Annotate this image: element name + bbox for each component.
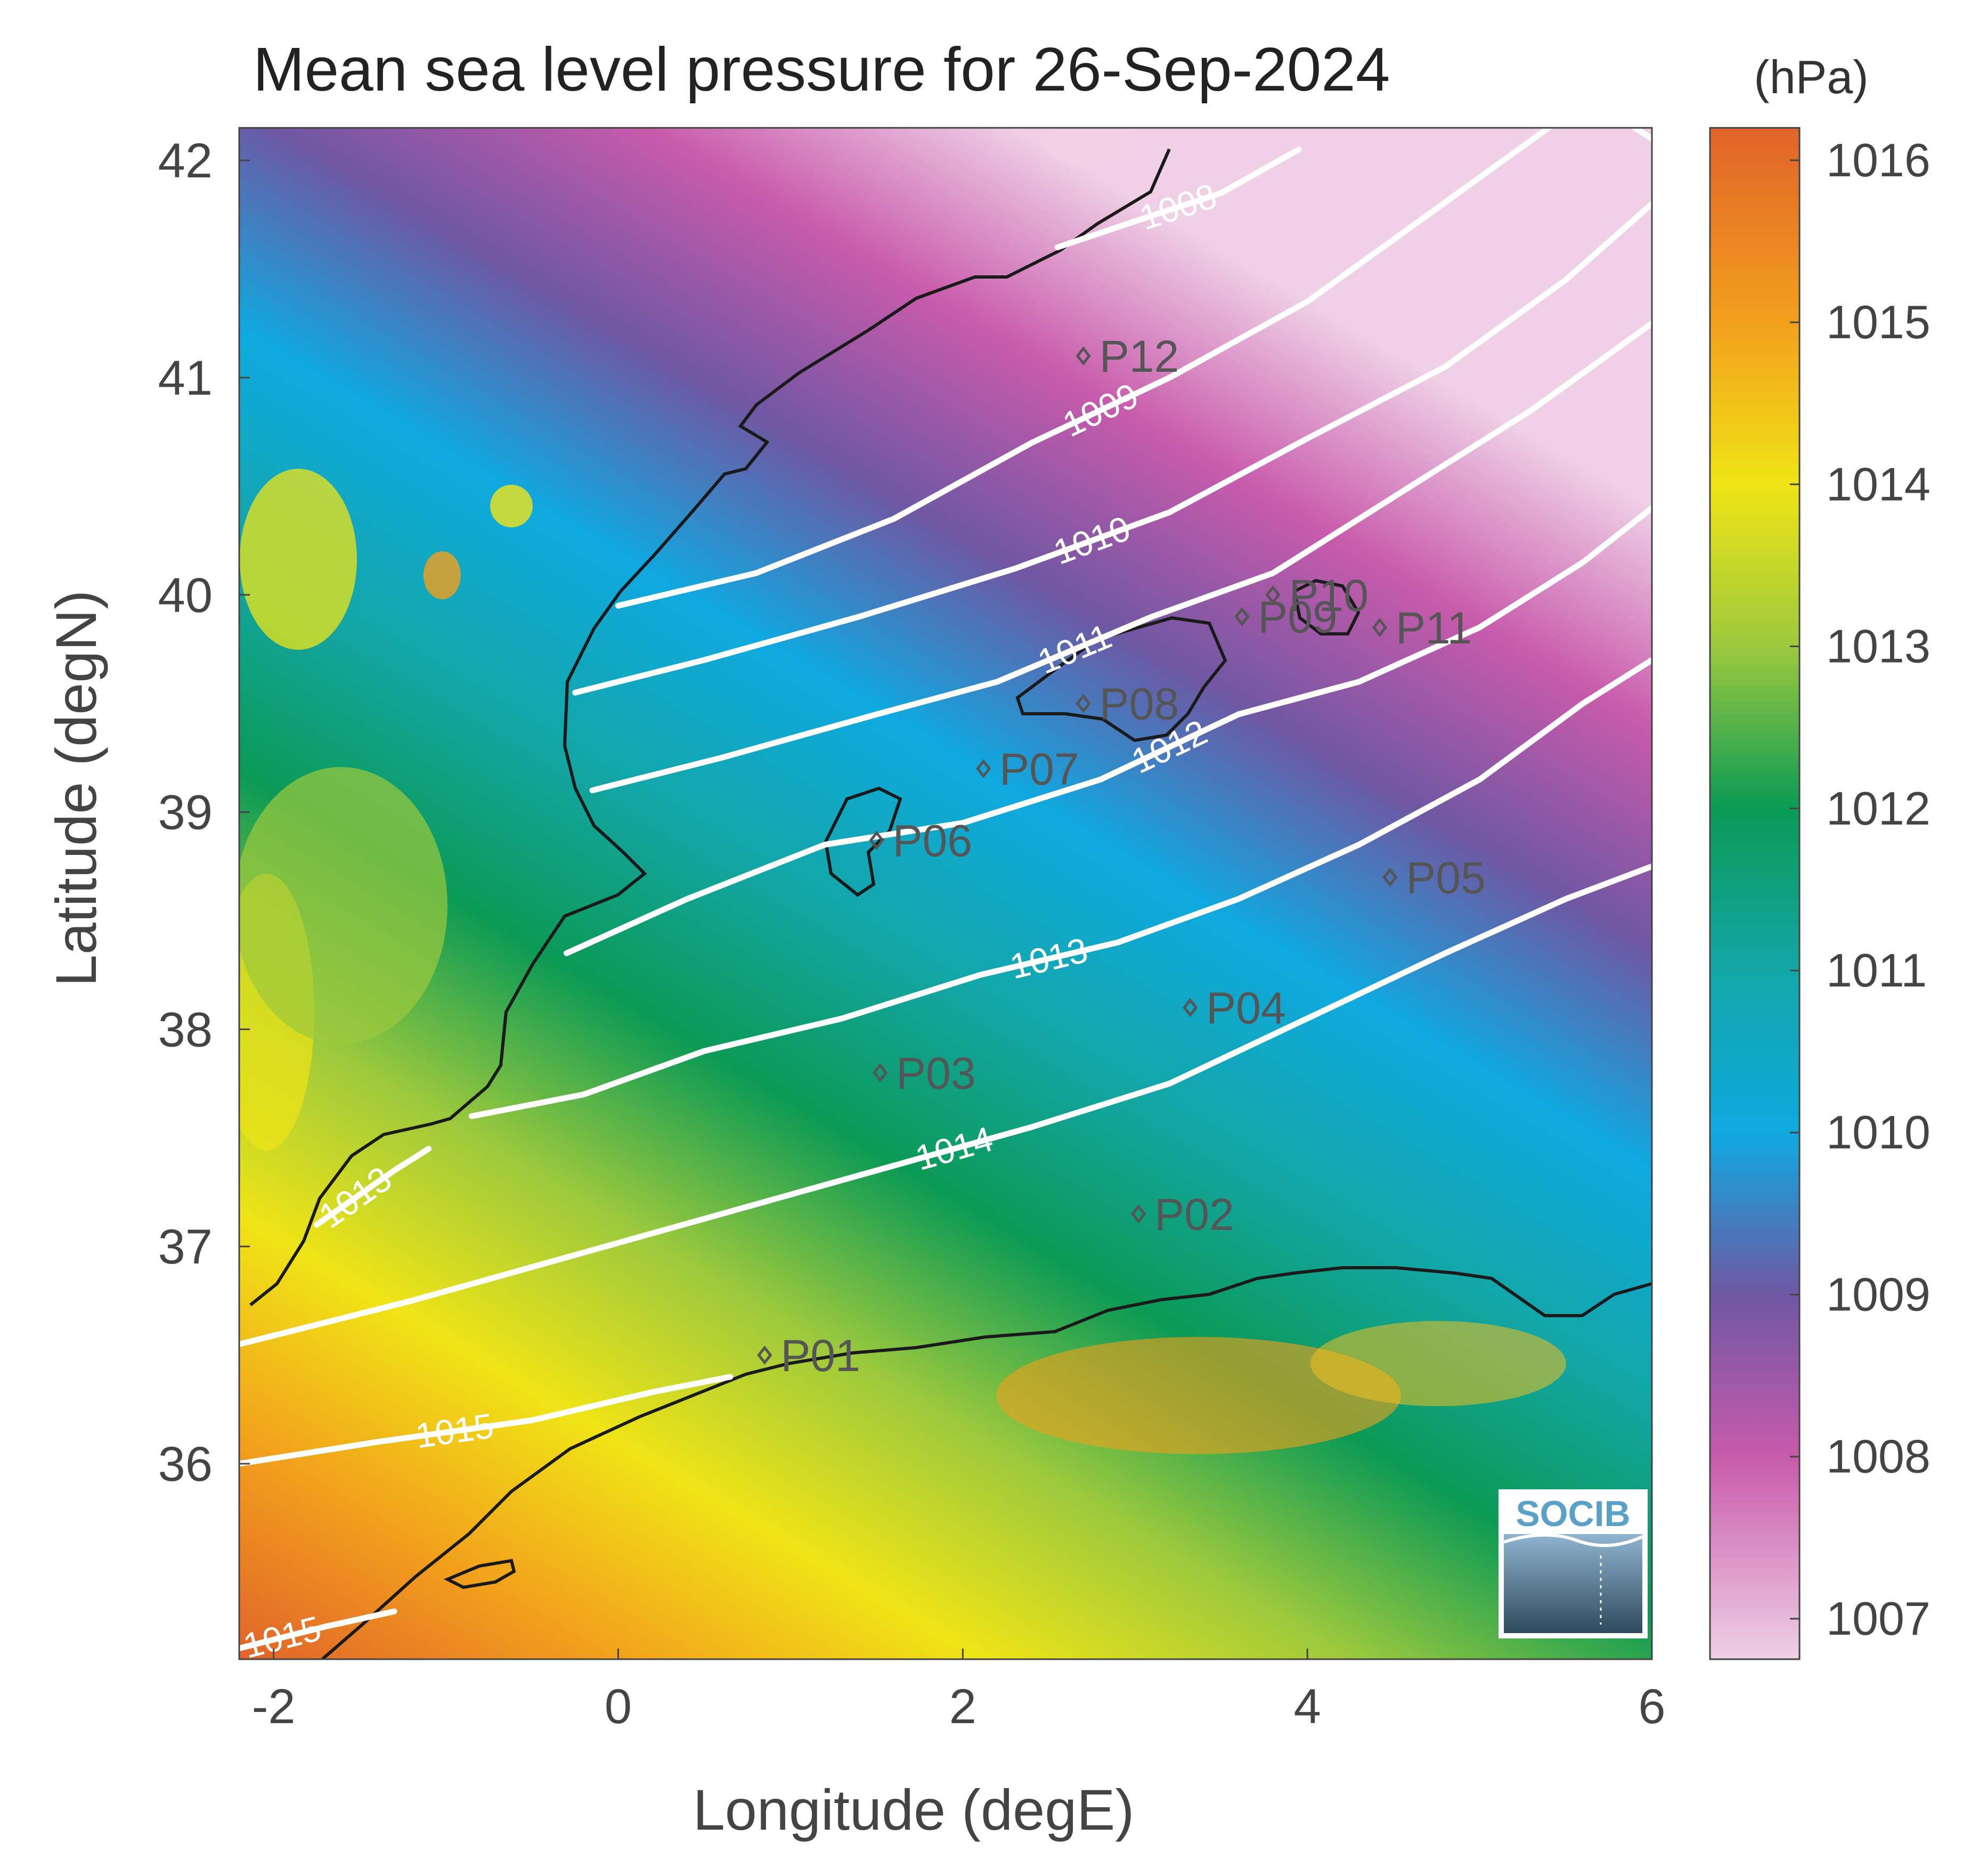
station-label: P04 <box>1206 983 1285 1033</box>
y-tick-label: 37 <box>158 1220 213 1274</box>
plot-area: 1008100910101011101210131013101410151015… <box>239 128 1652 1659</box>
colorbar-tick-label: 1015 <box>1826 296 1931 348</box>
y-tick-label: 41 <box>158 351 213 405</box>
y-tick-label: 38 <box>158 1002 213 1057</box>
y-axis: 36 37 38 39 40 41 42 <box>158 134 250 1491</box>
station-marker <box>1183 998 1198 1017</box>
isobar-line <box>239 863 1652 1348</box>
isobar-line <box>615 128 1552 609</box>
y-tick-label: 42 <box>158 134 213 188</box>
x-tick-label: 4 <box>1294 1679 1321 1734</box>
station-label: P02 <box>1154 1189 1234 1239</box>
isobar-line <box>572 201 1652 696</box>
station-marker <box>1076 346 1091 366</box>
station-label: P07 <box>999 744 1079 794</box>
isobar-line <box>1054 146 1302 250</box>
isobar-line <box>469 657 1652 1119</box>
isobar-line <box>314 1146 432 1228</box>
colorbar-tick-label: 1009 <box>1826 1268 1931 1320</box>
socib-logo: SOCIB <box>1499 1489 1648 1638</box>
x-axis-label: Longitude (degE) <box>693 1777 1135 1842</box>
colorbar-tick-label: 1011 <box>1826 944 1927 997</box>
plot-frame <box>238 127 1653 1660</box>
station-marker <box>1382 867 1398 887</box>
socib-logo-text: SOCIB <box>1516 1494 1630 1534</box>
station-marker <box>1265 585 1281 605</box>
y-tick-label: 39 <box>158 786 213 840</box>
station-label: P10 <box>1289 570 1368 621</box>
colorbar-tick-label: 1016 <box>1826 134 1931 186</box>
x-tick-label: 6 <box>1638 1679 1665 1734</box>
colorbar-tick-label: 1008 <box>1826 1430 1931 1483</box>
x-tick-label: 2 <box>949 1679 976 1734</box>
isobar-line <box>1632 128 1652 142</box>
station-marker <box>872 1063 888 1082</box>
y-tick-label: 36 <box>158 1437 213 1491</box>
coastline <box>249 148 1652 1659</box>
colorbar-tick-label: 1014 <box>1826 458 1931 510</box>
station-marker <box>1372 617 1388 637</box>
colorbar-unit-label: (hPa) <box>1754 51 1868 103</box>
station-label: P12 <box>1100 331 1179 381</box>
station-marker <box>975 758 991 779</box>
chart-title: Mean sea level pressure for 26-Sep-2024 <box>253 35 1390 104</box>
colorbar-tick-label: 1007 <box>1826 1592 1931 1645</box>
colorbar-tick-label: 1012 <box>1826 782 1931 835</box>
x-axis: -2 0 2 4 6 <box>252 1649 1666 1734</box>
colorbar <box>1709 127 1801 1660</box>
station-marker <box>1131 1204 1146 1224</box>
isobar-line <box>564 505 1652 957</box>
colorbar-tick-label: 1010 <box>1826 1106 1931 1159</box>
station-label: P11 <box>1396 603 1472 653</box>
station-marker <box>757 1345 772 1365</box>
y-axis-label: Latitude (degN) <box>44 590 108 986</box>
x-tick-label: -2 <box>252 1679 296 1734</box>
isobar-line <box>589 320 1652 794</box>
station-marker <box>1076 694 1091 713</box>
colorbar-ticks: 1007 1008 1009 1010 1011 1012 1013 1014 1015 1016 <box>1790 134 1931 1645</box>
station-label: P01 <box>780 1331 860 1381</box>
land-texture <box>239 128 1566 1454</box>
station-marker <box>1234 607 1250 626</box>
station-label: P06 <box>893 816 972 866</box>
isobar-line <box>239 1374 734 1467</box>
station-marker <box>869 830 884 850</box>
station-label: P05 <box>1406 853 1485 903</box>
station-label: P08 <box>1100 679 1179 729</box>
colorbar-tick-label: 1013 <box>1826 620 1931 673</box>
station-label: P03 <box>896 1048 975 1098</box>
isobar-line <box>239 1608 397 1652</box>
y-tick-label: 40 <box>158 568 213 623</box>
x-tick-label: 0 <box>605 1679 632 1734</box>
